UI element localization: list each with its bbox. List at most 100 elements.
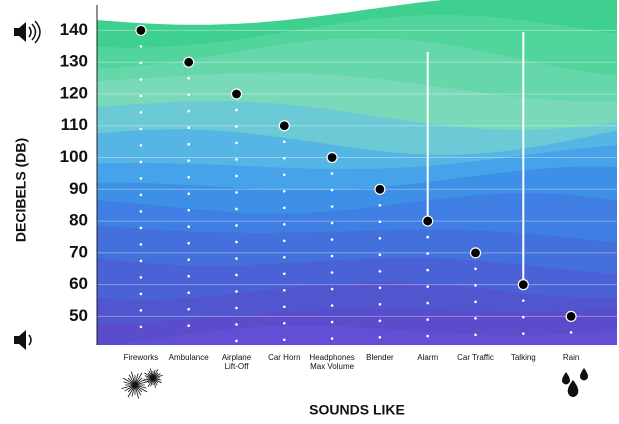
guide-dot bbox=[235, 257, 238, 260]
x-tick-label: Alarm bbox=[417, 353, 438, 362]
spark bbox=[127, 384, 136, 398]
guide-dot bbox=[187, 225, 190, 228]
guide-dot bbox=[235, 125, 238, 128]
data-dot bbox=[183, 56, 195, 68]
guide-dot bbox=[378, 253, 382, 257]
guide-dot bbox=[283, 255, 286, 259]
spark bbox=[147, 377, 154, 387]
guide-dot bbox=[283, 189, 286, 193]
spark bbox=[134, 373, 139, 386]
guide-dot bbox=[378, 319, 382, 323]
guide-dot bbox=[378, 203, 382, 207]
spark bbox=[134, 377, 143, 386]
guide-dot bbox=[139, 127, 143, 131]
guide-dot bbox=[139, 160, 143, 164]
guide-dot bbox=[426, 285, 430, 288]
guide-dot bbox=[187, 126, 190, 129]
spark bbox=[134, 384, 148, 393]
guide-dot bbox=[283, 288, 286, 292]
spark bbox=[134, 372, 143, 386]
guide-dot bbox=[139, 61, 143, 65]
guide-dot bbox=[235, 158, 238, 161]
guide-dot bbox=[283, 305, 286, 309]
spark bbox=[152, 377, 156, 388]
spark bbox=[134, 384, 142, 396]
spark bbox=[150, 368, 154, 379]
guide-dot bbox=[426, 318, 430, 321]
spark bbox=[134, 384, 140, 399]
guide-dot bbox=[283, 140, 286, 144]
guide-dot bbox=[378, 236, 382, 240]
guide-dot bbox=[187, 159, 190, 162]
guide-dot bbox=[522, 332, 525, 335]
guide-dot bbox=[235, 306, 238, 310]
guide-dot bbox=[330, 304, 334, 307]
spark bbox=[152, 375, 163, 379]
guide-dot bbox=[474, 333, 477, 337]
guide-dot bbox=[283, 222, 286, 226]
x-axis-title: SOUNDS LIKE bbox=[309, 402, 405, 418]
guide-dot bbox=[283, 272, 286, 276]
guide-dot bbox=[139, 45, 143, 48]
guide-dot bbox=[139, 210, 143, 213]
guide-dot bbox=[139, 325, 143, 329]
spark bbox=[131, 384, 136, 397]
guide-dot bbox=[569, 331, 573, 334]
spark bbox=[143, 377, 154, 381]
guide-dot bbox=[187, 208, 190, 212]
guide-dot bbox=[426, 235, 430, 239]
x-tick-label: Rain bbox=[563, 353, 579, 362]
y-tick-label: 120 bbox=[60, 83, 88, 102]
guide-dot bbox=[330, 238, 334, 241]
guide-dot bbox=[378, 286, 382, 290]
x-tick-label: Blender bbox=[366, 353, 394, 362]
data-dot bbox=[422, 215, 434, 227]
guide-dot bbox=[426, 334, 430, 338]
y-tick-label: 100 bbox=[60, 147, 88, 166]
spark bbox=[134, 378, 146, 386]
spark bbox=[152, 377, 162, 384]
x-tick-label: Headphones Max Volume bbox=[309, 353, 354, 371]
guide-dot bbox=[187, 324, 190, 327]
guide-dot bbox=[378, 302, 382, 306]
guide-dot bbox=[235, 323, 238, 326]
spark bbox=[128, 374, 136, 386]
data-dot bbox=[278, 120, 290, 132]
guide-dot bbox=[139, 111, 143, 114]
guide-dot bbox=[187, 258, 190, 261]
guide-dot bbox=[187, 291, 190, 294]
guide-dot bbox=[474, 267, 477, 271]
guide-dot bbox=[139, 94, 143, 98]
spark bbox=[134, 384, 143, 393]
guide-dot bbox=[378, 335, 382, 339]
spark bbox=[144, 372, 154, 379]
spark bbox=[127, 384, 136, 393]
data-dot bbox=[565, 310, 577, 323]
guide-dot bbox=[522, 315, 525, 319]
guide-dot bbox=[330, 337, 334, 340]
guide-dot bbox=[235, 273, 238, 277]
spark bbox=[130, 371, 136, 386]
guide-dot bbox=[187, 76, 190, 80]
guide-dot bbox=[330, 320, 334, 324]
guide-dot bbox=[187, 175, 190, 179]
guide-dot bbox=[474, 317, 477, 320]
y-tick-label: 110 bbox=[61, 115, 88, 134]
guide-dot bbox=[187, 192, 190, 195]
data-dot bbox=[326, 151, 338, 164]
guide-dot bbox=[139, 243, 143, 246]
spark bbox=[123, 381, 136, 386]
guide-dot bbox=[139, 309, 143, 312]
y-tick-label: 70 bbox=[69, 242, 88, 261]
rain-icon bbox=[562, 368, 588, 397]
guide-dot bbox=[235, 290, 238, 293]
y-tick-label: 50 bbox=[69, 306, 88, 325]
guide-dot bbox=[330, 221, 334, 225]
guide-dot bbox=[426, 301, 430, 305]
data-dot bbox=[517, 279, 529, 291]
y-tick-label: 90 bbox=[69, 179, 88, 198]
y-axis-title: DECIBELS (DB) bbox=[13, 138, 29, 242]
x-tick-label: Ambulance bbox=[169, 353, 210, 362]
guide-dot bbox=[187, 274, 190, 278]
